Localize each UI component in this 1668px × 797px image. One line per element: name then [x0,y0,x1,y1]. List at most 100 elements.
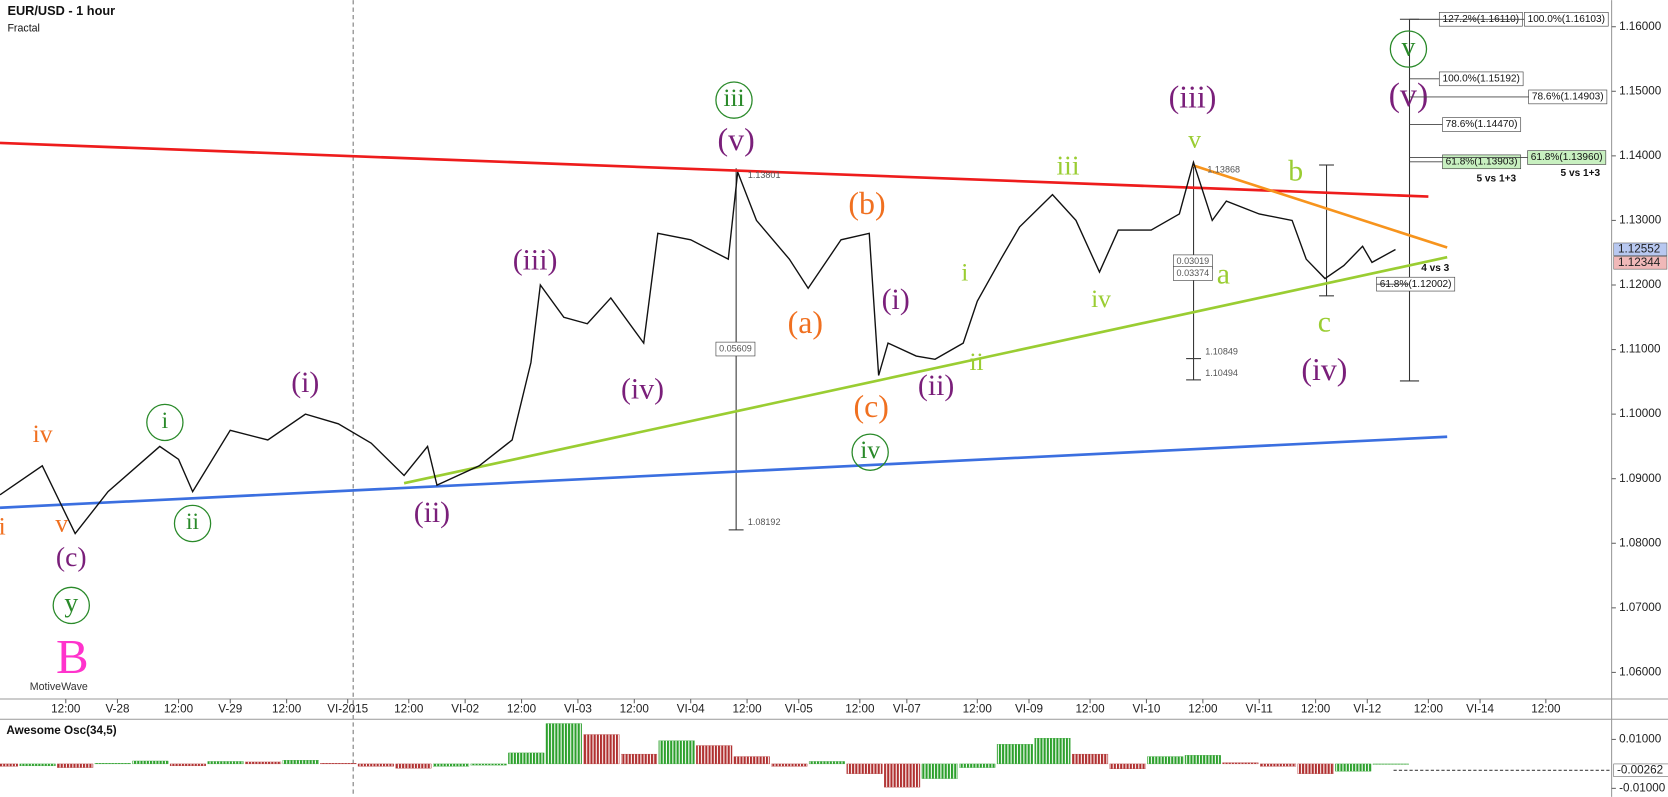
x-tick-label: VI-2015 [327,703,368,716]
x-tick-label: 12:00 [620,703,650,716]
x-tick-label: VI-03 [564,703,592,716]
wave-circle [173,504,212,543]
watermark: MotiveWave [30,681,88,693]
wave-label: a [1217,258,1230,291]
osc-bar [808,761,845,765]
trend-line [1193,164,1448,249]
indicator-title: Awesome Osc(34,5) [6,724,116,737]
trend-line [0,141,1429,198]
wave-circle [851,433,889,471]
wave-circle [146,403,184,442]
chart-title: EUR/USD - 1 hour [7,3,115,18]
osc-bar [884,763,921,788]
osc-bar [470,763,507,766]
wave-label: (i) [882,283,910,316]
osc-bar [771,763,808,767]
osc-bar [696,745,733,765]
osc-bar [245,761,282,765]
annotation-box [1173,266,1213,281]
wave-label: ii [186,509,199,535]
osc-bar [996,744,1033,765]
wave-label: iv [860,435,880,464]
x-tick-label: VI-11 [1246,703,1273,716]
annotation-label: 5 vs 1+3 [1561,168,1601,179]
wave-circle [1389,30,1428,68]
annotation-box [715,341,756,357]
y-tick-label: 1.14000 [1619,149,1662,162]
y-tick-label: 1.11000 [1619,343,1661,356]
x-tick-label: 12:00 [732,703,762,716]
annotation-label: 4 vs 3 [1421,263,1449,274]
osc-bar [282,760,319,765]
annotation-label: 0.05609 [719,343,752,353]
annotation-label: 61.8%(1.12002) [1380,279,1452,290]
wave-label: (v) [1389,77,1429,114]
osc-bar [658,740,695,765]
x-tick-label: 12:00 [963,703,993,716]
osc-bar [0,763,19,767]
wave-label: (i) [291,366,319,399]
wave-circle [715,81,753,119]
wave-label: ii [969,347,983,376]
osc-bar [1297,763,1334,774]
osc-bar [508,752,545,765]
osc-bar [320,763,357,765]
y-tick-label: 1.09000 [1619,472,1662,485]
price-tag-label: 1.12344 [1618,256,1661,269]
osc-bar [1147,756,1184,765]
osc-bar [207,761,244,765]
wave-label: B [56,629,89,684]
osc-bar [1335,763,1372,772]
wave-label: i [0,512,6,541]
x-tick-label: VI-02 [451,703,479,716]
x-tick-label: VI-12 [1353,703,1381,716]
x-tick-label: V-28 [105,703,129,716]
x-tick-label: VI-09 [1015,703,1043,716]
wave-label: iv [33,419,53,448]
x-tick-label: VI-04 [677,703,705,716]
annotation-label: 1.13868 [1207,165,1240,175]
x-tick-label: 12:00 [1531,703,1561,716]
osc-bar [1109,763,1146,769]
annotation-label: 78.6%(1.14903) [1532,92,1604,103]
x-tick-label: VI-10 [1132,703,1160,716]
x-tick-label: 12:00 [1301,703,1331,716]
annotation-label: 1.10494 [1205,368,1238,378]
wave-label: (a) [788,305,823,340]
trend-line [0,435,1448,510]
y-tick-label: 1.13000 [1619,214,1662,227]
x-tick-label: 12:00 [845,703,875,716]
wave-label: v [55,508,68,537]
osc-last-label: -0.00262 [1617,763,1663,776]
x-tick-label: 12:00 [164,703,194,716]
price-line [0,159,1396,535]
wave-label: (iv) [1301,352,1347,387]
wave-label: (iii) [513,244,558,277]
wave-circle [52,586,90,625]
x-tick-label: VI-14 [1466,703,1494,716]
osc-bar [733,756,770,765]
osc-bar [1184,755,1221,765]
osc-bar [1034,738,1071,765]
x-tick-label: 12:00 [51,703,81,716]
wave-label: (c) [56,541,87,572]
osc-bar [19,763,56,767]
wave-label: c [1318,305,1331,338]
y-tick-label: 1.08000 [1619,536,1662,549]
osc-bar [132,760,169,765]
osc-bar [357,763,394,767]
x-tick-label: VI-07 [893,703,921,716]
x-tick-label: 12:00 [394,703,424,716]
wave-label: y [64,587,78,618]
y-tick-label: 1.16000 [1619,20,1662,33]
y-tick-label: 1.12000 [1619,278,1662,291]
x-tick-label: VI-05 [785,703,813,716]
osc-last-tag [1613,763,1668,777]
annotation-label: 1.13801 [748,170,781,180]
osc-bar [1260,763,1297,767]
osc-bar [1072,753,1109,765]
wave-label: i [162,408,169,434]
y-tick-label: 1.15000 [1619,84,1662,97]
